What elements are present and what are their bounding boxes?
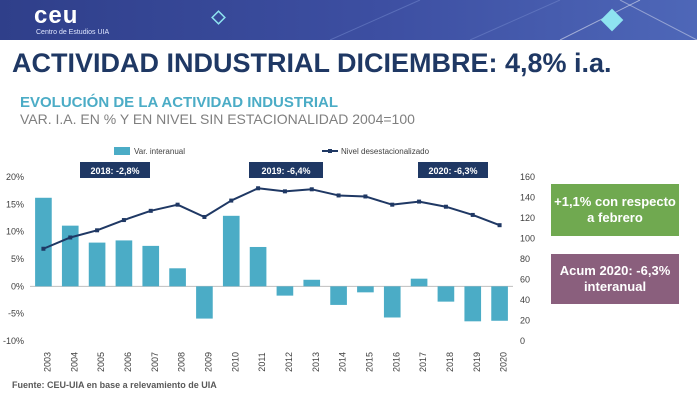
bar-2007: [142, 245, 160, 287]
legend-bar-swatch: [114, 147, 130, 155]
line-point-2014: [336, 193, 341, 198]
line-point-2004: [68, 235, 73, 240]
bar-2018: [437, 286, 455, 302]
line-point-2020: [497, 223, 502, 228]
line-point-2012: [282, 189, 287, 194]
chart-subtitle-units: VAR. I.A. EN % Y EN NIVEL SIN ESTACIONAL…: [20, 111, 415, 127]
legend-bar-label: Var. interanual: [134, 147, 185, 156]
bar-2012: [276, 286, 294, 296]
year-tag-label: 2018: -2,8%: [90, 166, 139, 176]
x-tick-label: 2010: [230, 352, 240, 372]
callout-vs-february-text: +1,1% con respecto a febrero: [554, 194, 676, 225]
x-tick-label: 2012: [284, 352, 294, 372]
x-tick-label: 2004: [69, 352, 79, 372]
logo-subtitle: Centro de Estudios UIA: [36, 29, 110, 36]
bar-2008: [169, 268, 186, 287]
bar-2016: [383, 286, 401, 318]
year-tag-box: [249, 162, 323, 178]
line-point-2019: [470, 212, 475, 217]
line-nivel-desestacionalizado: [43, 187, 500, 250]
x-tick-label: 2020: [499, 352, 509, 372]
bar-2017: [410, 278, 428, 287]
year-tag-label: 2020: -6,3%: [428, 166, 477, 176]
line-point-2013: [309, 187, 314, 192]
line-point-2011: [256, 186, 261, 191]
x-tick-label: 2003: [42, 352, 52, 372]
banner-decoration: [211, 0, 697, 40]
legend-line-marker: [328, 149, 332, 153]
line-point-2008: [175, 202, 180, 207]
line-point-2006: [121, 218, 126, 223]
line-point-2015: [363, 194, 368, 199]
callout-accumulated-2020: Acum 2020: -6,3% interanual: [551, 254, 679, 304]
x-tick-label: 2008: [177, 352, 187, 372]
y-left-tick-label: 10%: [6, 227, 24, 237]
line-point-2005: [95, 228, 100, 233]
x-tick-label: 2005: [96, 352, 106, 372]
bar-2014: [330, 286, 347, 305]
page-title: ACTIVIDAD INDUSTRIAL DICIEMBRE: 4,8% i.a…: [12, 48, 612, 78]
y-left-tick-label: 20%: [6, 172, 24, 182]
bar-2015: [357, 286, 374, 293]
x-tick-label: 2013: [311, 352, 321, 372]
bar-2013: [303, 279, 321, 287]
y-right-tick-label: 80: [520, 254, 530, 264]
bar-2011: [249, 246, 267, 287]
chart-area: -10% -5% 0% 5% 10% 15% 20% 0 20 40 60 80 100 120 140 16…: [3, 147, 535, 372]
year-tag-label: 2019: -6,4%: [261, 166, 310, 176]
y-right-tick-label: 100: [520, 234, 535, 244]
x-tick-label: 2018: [445, 352, 455, 372]
line-point-2017: [417, 199, 422, 204]
ceu-logo: ceu Centro de Estudios UIA: [34, 2, 110, 37]
callout-accumulated-text: Acum 2020: -6,3% interanual: [559, 263, 671, 294]
bar-2003: [35, 197, 52, 287]
legend-line-label: Nivel desestacionalizado: [341, 147, 430, 156]
line-point-2003: [41, 246, 46, 251]
x-tick-label: 2009: [203, 352, 213, 372]
bar-2004: [61, 225, 79, 287]
header-banner: ceu Centro de Estudios UIA: [0, 0, 697, 40]
bar-2010: [222, 215, 240, 287]
y-right-tick-label: 60: [520, 275, 530, 285]
bar-2009: [196, 286, 213, 319]
bar-2019: [464, 286, 482, 322]
logo-text: ceu: [34, 2, 79, 29]
x-tick-label: 2007: [150, 352, 160, 372]
y-right-tick-label: 20: [520, 316, 530, 326]
line-point-2018: [443, 204, 448, 209]
chart-subtitle: EVOLUCIÓN DE LA ACTIVIDAD INDUSTRIAL: [20, 94, 339, 111]
line-point-2010: [229, 198, 234, 203]
x-tick-label: 2014: [338, 352, 348, 372]
y-right-tick-label: 120: [520, 213, 535, 223]
y-right-tick-label: 40: [520, 295, 530, 305]
x-tick-label: 2017: [418, 352, 428, 372]
year-tag-box: [80, 162, 150, 178]
bar-2020: [491, 286, 508, 321]
y-left-tick-label: 15%: [6, 199, 24, 209]
y-right-tick-label: 0: [520, 336, 525, 346]
x-tick-label: 2016: [391, 352, 401, 372]
y-right-tick-label: 140: [520, 193, 535, 203]
line-point-2009: [202, 214, 207, 219]
bar-2005: [88, 242, 106, 287]
x-tick-label: 2011: [257, 352, 267, 371]
x-tick-label: 2015: [364, 352, 374, 372]
y-right-tick-label: 160: [520, 172, 535, 182]
y-left-tick-label: 0%: [11, 281, 24, 291]
line-point-2007: [148, 208, 153, 213]
y-left-tick-label: 5%: [11, 254, 24, 264]
line-point-2016: [390, 202, 395, 207]
bar-2006: [115, 240, 133, 287]
source-note: Fuente: CEU-UIA en base a relevamiento d…: [12, 380, 217, 390]
y-left-tick-label: -5%: [8, 309, 24, 319]
x-tick-label: 2019: [472, 352, 482, 372]
year-tag-box: [418, 162, 488, 178]
callout-vs-february: +1,1% con respecto a febrero: [551, 184, 679, 236]
y-left-tick-label: -10%: [3, 336, 24, 346]
x-tick-label: 2006: [123, 352, 133, 372]
